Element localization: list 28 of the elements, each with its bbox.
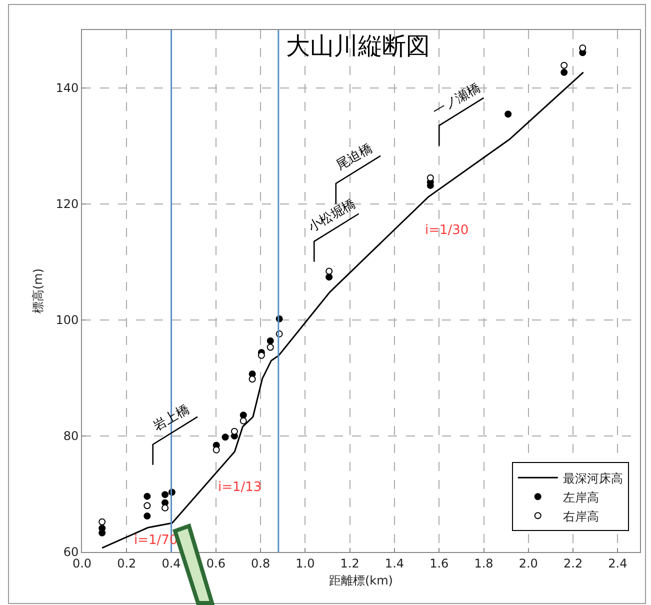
x-tick-label: 1.6 <box>430 556 449 570</box>
legend-label: 最深河床高 <box>562 471 623 486</box>
x-tick-label: 2.2 <box>563 556 583 570</box>
x-tick-label: 0.6 <box>206 556 226 570</box>
chart-title: 大山川縦断図 <box>286 32 430 60</box>
y-tick-label: 80 <box>63 429 79 444</box>
x-tick-label: 1.0 <box>296 556 315 570</box>
legend-label: 右岸高 <box>562 509 599 524</box>
y-axis-title: 標高(m) <box>30 268 45 314</box>
x-tick-label: 2.4 <box>608 556 628 570</box>
x-tick-label: 1.2 <box>340 556 360 570</box>
x-tick-label: 0.2 <box>117 556 136 570</box>
x-tick-label: 0.8 <box>251 556 270 570</box>
x-tick-label: 2.0 <box>518 556 538 570</box>
y-tick-label: 100 <box>56 313 79 328</box>
annotation: 岩上橋 <box>150 402 192 435</box>
annotation: 小松堀橋 <box>306 196 358 236</box>
annotation: 尾迫橋 <box>334 141 376 174</box>
x-tick-label: 1.4 <box>384 556 404 570</box>
x-tick-label: 0.4 <box>162 556 181 570</box>
legend-label: 左岸高 <box>562 490 599 504</box>
x-axis-title: 距離標(km) <box>328 573 394 588</box>
x-tick-label: 1.8 <box>474 556 494 570</box>
y-tick-label: 120 <box>56 197 79 212</box>
annotation: 一ノ瀬橋 <box>430 80 484 120</box>
annotation: i=1/13 <box>218 480 262 495</box>
annotation: i=1/30 <box>425 223 469 238</box>
y-tick-label: 140 <box>56 81 79 96</box>
